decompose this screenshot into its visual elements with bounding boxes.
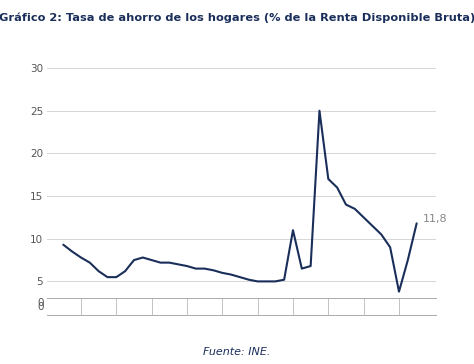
Text: Gráfico 2: Tasa de ahorro de los hogares (% de la Renta Disponible Bruta): Gráfico 2: Tasa de ahorro de los hogares…: [0, 13, 474, 23]
Text: Fuente: INE.: Fuente: INE.: [203, 347, 271, 357]
Text: 11,8: 11,8: [423, 214, 447, 224]
Text: 0: 0: [37, 302, 44, 312]
Text: 0: 0: [37, 298, 44, 308]
